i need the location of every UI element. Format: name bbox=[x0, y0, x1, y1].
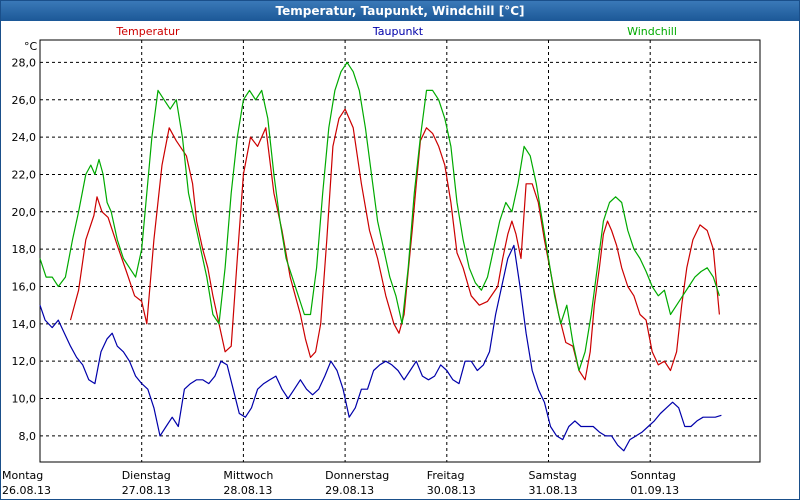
y-tick-label: 12,0 bbox=[12, 355, 37, 368]
series-line-temperatur bbox=[71, 109, 720, 380]
x-axis: Montag 26.08.13 Dienstag 27.08.13 Mittwoch 28… bbox=[2, 469, 679, 497]
x-tick-date: 26.08.13 bbox=[2, 484, 51, 497]
legend-temperatur: Temperatur bbox=[115, 25, 180, 38]
x-tick-date: 28.08.13 bbox=[223, 484, 272, 497]
y-tick-label: 14,0 bbox=[12, 318, 37, 331]
x-tick-day: Montag bbox=[2, 469, 43, 482]
x-tick-date: 27.08.13 bbox=[122, 484, 171, 497]
x-tick-date: 31.08.13 bbox=[529, 484, 578, 497]
x-tick-date: 29.08.13 bbox=[325, 484, 374, 497]
x-tick-day: Samstag bbox=[529, 469, 577, 482]
y-tick-label: 24,0 bbox=[12, 131, 37, 144]
x-tick-date: 30.08.13 bbox=[427, 484, 476, 497]
grid bbox=[40, 40, 760, 462]
x-tick-day: Sonntag bbox=[630, 469, 676, 482]
x-tick-day: Freitag bbox=[427, 469, 465, 482]
y-tick-label: 28,0 bbox=[12, 56, 37, 69]
chart: 8,0 10,0 12,0 14,0 16,0 18,0 20,0 22,0 24,0 26,0 2… bbox=[0, 0, 800, 500]
y-tick-label: 22,0 bbox=[12, 168, 37, 181]
x-tick-day: Mittwoch bbox=[223, 469, 273, 482]
legend-taupunkt: Taupunkt bbox=[372, 25, 424, 38]
x-tick-day: Dienstag bbox=[122, 469, 171, 482]
y-axis: 8,0 10,0 12,0 14,0 16,0 18,0 20,0 22,0 24,0 26,0 2… bbox=[12, 56, 37, 442]
y-tick-label: 8,0 bbox=[19, 430, 37, 443]
series bbox=[40, 62, 721, 450]
y-tick-label: 26,0 bbox=[12, 94, 37, 107]
x-tick-day: Donnerstag bbox=[325, 469, 389, 482]
series-line-taupunkt bbox=[40, 245, 721, 450]
y-tick-label: 16,0 bbox=[12, 280, 37, 293]
y-tick-label: 18,0 bbox=[12, 243, 37, 256]
legend-windchill: Windchill bbox=[627, 25, 677, 38]
y-tick-label: 10,0 bbox=[12, 393, 37, 406]
x-tick-date: 01.09.13 bbox=[630, 484, 679, 497]
y-axis-label: °C bbox=[24, 40, 38, 53]
y-tick-label: 20,0 bbox=[12, 206, 37, 219]
